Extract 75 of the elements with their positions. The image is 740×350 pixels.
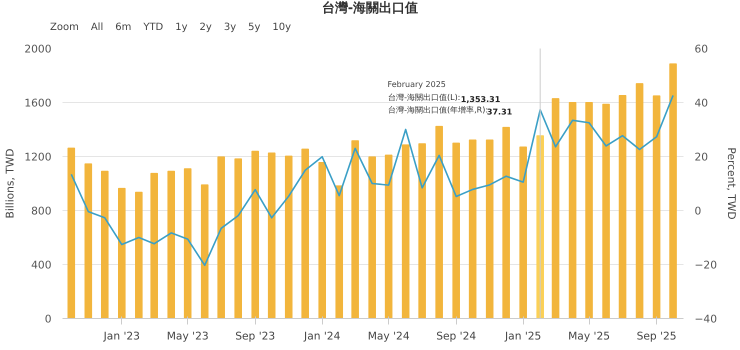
bar: [402, 144, 410, 318]
bar: [384, 154, 392, 318]
y-axis-title: Billions, TWD: [3, 148, 16, 218]
bar: [486, 140, 494, 318]
annotation: 1,353.31: [460, 94, 501, 104]
bar: [335, 185, 344, 318]
line-series: [70, 94, 674, 266]
bar: [84, 163, 92, 318]
bar: [67, 148, 76, 318]
text: 2y: [200, 22, 212, 33]
bar: [268, 152, 276, 318]
y-tick-label: 1200: [24, 150, 52, 164]
bar: [301, 148, 309, 318]
y2-tick-label: −20: [694, 258, 718, 272]
bar: [468, 140, 476, 318]
y2-tick-label: −40: [694, 312, 718, 326]
bar: [418, 143, 426, 318]
y2-axis-title: Percent, TWD: [724, 147, 738, 220]
x-tick-label: Jan '24: [303, 330, 341, 342]
bar: [452, 142, 460, 318]
bar: [602, 104, 610, 318]
bar: [150, 172, 158, 318]
bar: [568, 102, 576, 318]
bar: [636, 83, 644, 318]
bar: [669, 63, 677, 318]
annotation: February 2025: [388, 80, 446, 89]
x-tick-label: Jan '25: [504, 330, 542, 342]
y-tick-label: 0: [44, 312, 52, 326]
x-tick-label: Sep '23: [235, 330, 276, 342]
bar: [118, 188, 126, 318]
bar: [234, 158, 242, 318]
y2-tick-label: 0: [694, 204, 702, 218]
bar: [318, 162, 326, 318]
y-tick-label: 400: [31, 258, 52, 272]
x-tick-label: Jan '23: [102, 330, 140, 342]
x-tick-label: May '23: [166, 330, 209, 342]
y-tick-label: 2000: [24, 42, 52, 56]
text: YTD: [143, 22, 164, 33]
bar: [167, 170, 176, 318]
text: 10y: [272, 22, 292, 33]
bar: [251, 150, 260, 318]
annotation: 37.31: [486, 108, 513, 117]
text: 6m: [115, 22, 132, 33]
text: 3y: [224, 22, 236, 33]
text: 5y: [248, 22, 260, 33]
y2-tick-label: 20: [694, 150, 708, 164]
x-tick-label: May '25: [568, 330, 610, 342]
text: All: [90, 22, 104, 33]
bar: [135, 192, 143, 318]
y-tick-label: 800: [31, 204, 52, 218]
y2-tick-label: 60: [694, 42, 708, 56]
bar: [100, 170, 109, 318]
bar: [519, 146, 527, 318]
text: 1y: [175, 22, 188, 33]
bar: [200, 184, 209, 318]
y-tick-label: 1600: [24, 96, 52, 110]
bar: [502, 126, 510, 318]
bar: [652, 95, 660, 318]
bar: [618, 94, 626, 318]
x-tick-label: May '24: [368, 330, 410, 342]
annotation: 台灣-海關出口值(年增率,R):: [388, 106, 488, 115]
annotation: 台灣-海關出口值(L):: [388, 92, 460, 102]
bar: [368, 156, 376, 318]
y2-tick-label: 40: [694, 96, 708, 110]
bar: [217, 156, 225, 318]
bar: [435, 126, 443, 318]
chart-title: 台灣-海關出口值: [320, 0, 420, 18]
bar: [351, 140, 359, 318]
bar: [552, 98, 560, 318]
x-tick-label: Sep '25: [636, 330, 677, 342]
text: Zoom: [50, 22, 79, 33]
x-tick-label: Sep '24: [436, 330, 476, 342]
bar: [284, 156, 293, 318]
bar: [585, 102, 593, 318]
bar: [184, 168, 192, 318]
